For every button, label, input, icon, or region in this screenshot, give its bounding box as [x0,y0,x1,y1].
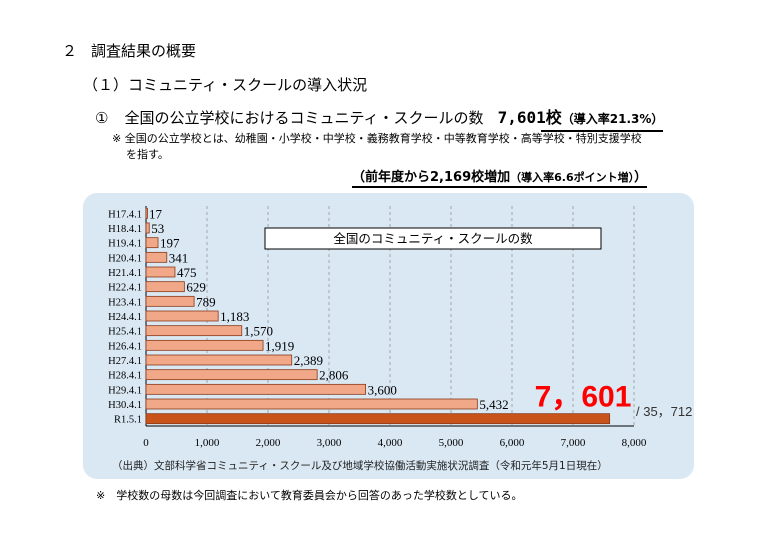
bar [145,369,318,381]
value-label: 629 [186,280,206,295]
x-tick-label: 5,000 [439,437,464,449]
bar [145,339,264,351]
value-label: 197 [160,236,180,251]
definition-note-line2: を指す。 [126,148,169,161]
x-tick-label: 1,000 [195,437,220,449]
value-label: 341 [169,250,189,265]
section-title: 調査結果の概要 [91,42,197,60]
bar [145,222,150,234]
item-number: ① [95,109,109,127]
category-label: R1.5.1 [114,415,142,426]
increase-summary: （前年度から2,169校増加（導入率6.6ポイント増）） [352,166,648,188]
x-tick-label: 7,000 [561,437,586,449]
subsection-title: コミュニティ・スクールの導入状況 [128,76,368,94]
category-label: H30.4.1 [108,400,142,411]
value-label: 789 [196,294,216,309]
value-label: 2,389 [294,353,323,368]
x-tick-label: 6,000 [500,437,525,449]
bar [145,207,148,219]
x-tick-label: 2,000 [256,437,281,449]
bar [145,354,293,366]
footnote: ※ 学校数の母数は今回調査において教育委員会から回答のあった学校数としている。 [96,489,523,502]
chart-title-box [264,227,602,250]
bar [145,281,185,293]
category-label: H24.4.1 [108,312,142,323]
count-underline [541,130,664,132]
category-label: H19.4.1 [108,239,142,250]
category-label: H29.4.1 [108,385,142,396]
category-label: H26.4.1 [108,341,142,352]
increase-main: （前年度から2,169校増加 [352,170,511,185]
bar [145,266,176,278]
category-label: H25.4.1 [108,327,142,338]
item-heading: ① 全国の公立学校におけるコミュニティ・スクールの数 7,601校（導入率21.3%… [95,104,664,132]
bar [145,237,159,249]
value-label: 5,432 [479,397,508,412]
item-rate: （導入率21.3%） [561,112,664,126]
value-label: 17 [149,206,163,221]
subsection-heading: （１）コミュニティ・スクールの導入状況 [83,74,367,95]
value-label: 1,919 [265,338,294,353]
x-tick-label: 3,000 [317,437,342,449]
category-label: H17.4.1 [108,209,142,220]
bar [145,295,195,307]
bar [145,383,367,395]
category-label: H20.4.1 [108,253,142,264]
increase-detail: （導入率6.6ポイント増） [510,171,635,184]
definition-note: ※ 全国の公立学校とは、幼稚園・小学校・中学校・義務教育学校・中等教育学校・高等… [112,131,642,163]
bar [145,398,478,410]
item-count-number: 7,601 [497,108,546,127]
value-label: 475 [177,265,197,280]
x-tick-label: 0 [143,437,149,449]
highlight-bar [145,413,611,425]
category-label: H28.4.1 [108,371,142,382]
increase-close: ） [634,170,648,185]
bar [145,251,168,263]
value-label: 1,183 [220,309,249,324]
item-count-unit: 校 [545,108,562,127]
chart-panel: 0 1,000 2,000 3,000 4,000 5,000 6,000 7,000 8,00… [83,193,694,479]
bar-chart: 0 1,000 2,000 3,000 4,000 5,000 6,000 7,000 8,00… [108,206,692,449]
value-label: 2,806 [319,368,349,383]
category-label: H22.4.1 [108,283,142,294]
x-tick-label: 4,000 [378,437,403,449]
category-label: H27.4.1 [108,356,142,367]
category-label: H21.4.1 [108,268,142,279]
value-label: 3,600 [368,382,397,397]
section-number: ２ [62,42,78,60]
value-label: 53 [151,221,164,236]
source-note: （出典）文部科学省コミュニティ・スクール及び地域学校協働活動実施状況調査（令和元… [112,460,608,472]
total-schools-label: / 35，712 [636,404,692,419]
definition-note-line1: ※ 全国の公立学校とは、幼稚園・小学校・中学校・義務教育学校・中等教育学校・高等… [112,132,642,145]
category-label: H18.4.1 [108,224,142,235]
value-label: 1,570 [244,324,273,339]
subsection-number: （１） [83,76,129,94]
highlight-value-label: 7，601 [535,381,632,414]
x-tick-label: 8,000 [622,437,647,449]
chart-title: 全国のコミュニティ・スクールの数 [333,231,533,246]
category-label: H23.4.1 [108,297,142,308]
section-heading: ２ 調査結果の概要 [62,40,196,61]
item-title: 全国の公立学校におけるコミュニティ・スクールの数 [124,109,484,127]
bar [145,325,243,337]
bar [145,310,219,322]
